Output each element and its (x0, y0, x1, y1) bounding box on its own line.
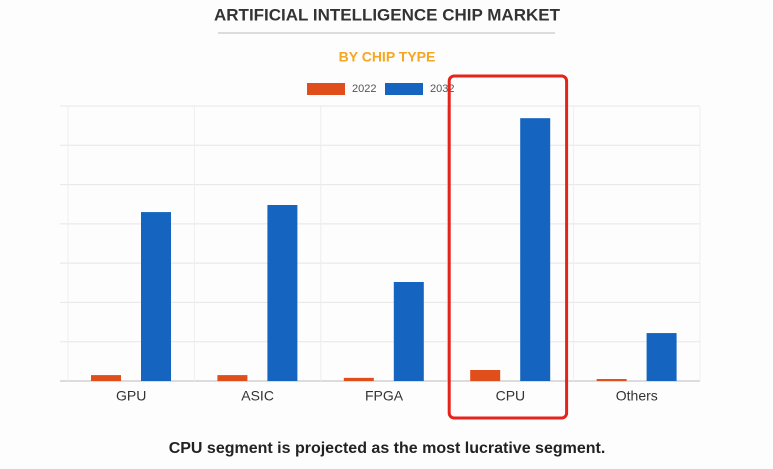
bar (520, 118, 551, 381)
x-tick-label: GPU (116, 388, 146, 404)
bar (596, 379, 627, 381)
x-tick-label: FPGA (365, 388, 404, 404)
x-tick-label: Others (616, 388, 658, 404)
highlight-box (447, 74, 569, 420)
bar (267, 205, 298, 381)
x-tick-label: CPU (496, 388, 526, 404)
bar (217, 375, 248, 381)
legend-swatch (385, 83, 423, 95)
bar (646, 333, 677, 381)
caption: CPU segment is projected as the most luc… (169, 440, 606, 457)
bar (141, 212, 171, 381)
bar (91, 375, 121, 381)
legend-label: 2022 (352, 83, 376, 95)
bar (343, 377, 374, 381)
bar (393, 282, 424, 381)
chart-title: ARTIFICIAL INTELLIGENCE CHIP MARKET (214, 5, 561, 24)
bar (470, 370, 501, 381)
x-tick-label: ASIC (241, 388, 274, 404)
legend-label: 2032 (430, 83, 454, 95)
legend-swatch (307, 83, 345, 95)
chart-subtitle: BY CHIP TYPE (339, 49, 436, 65)
